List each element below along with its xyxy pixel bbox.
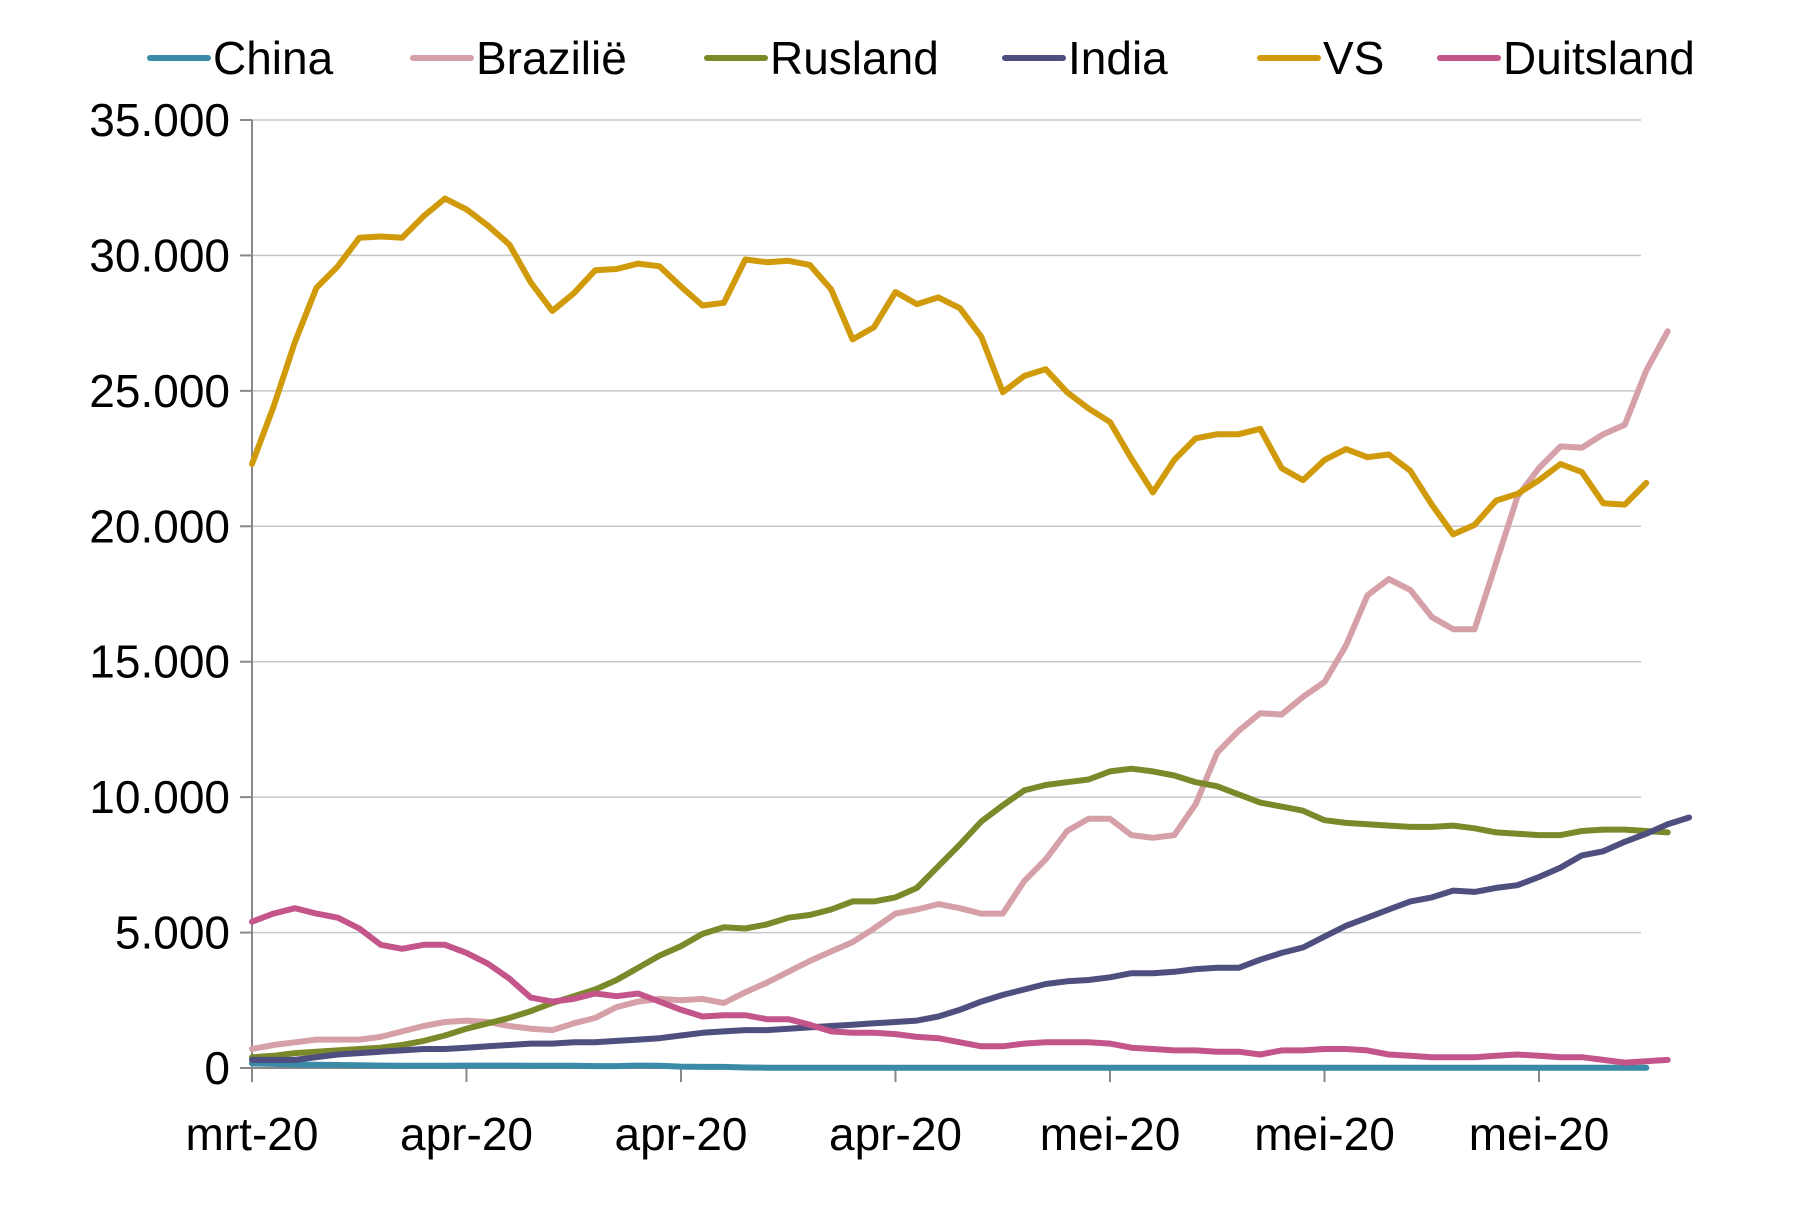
legend-item-brazili-: Brazilië <box>410 32 627 84</box>
series-line-brazili- <box>249 328 1671 1052</box>
y-axis-tick-labels: 0 5.000 10.000 15.000 20.000 25.000 30.000 35.0… <box>89 94 230 1094</box>
legend-item-rusland: Rusland <box>704 32 939 84</box>
legend-label: Duitsland <box>1503 32 1695 84</box>
y-tick-label: 25.000 <box>89 365 230 417</box>
y-tick-label: 5.000 <box>115 907 230 959</box>
legend-label: VS <box>1323 32 1384 84</box>
legend-label: China <box>213 32 334 84</box>
x-tick-label: mei-20 <box>1469 1108 1610 1160</box>
y-tick-label: 20.000 <box>89 500 230 552</box>
series-line-china <box>249 1060 1650 1071</box>
legend-item-duitsland: Duitsland <box>1437 32 1695 84</box>
gridlines <box>252 119 1641 934</box>
x-tick-label: mei-20 <box>1254 1108 1395 1160</box>
legend-item-india: India <box>1002 32 1168 84</box>
series-line-rusland <box>249 765 1671 1061</box>
x-tick-label: mei-20 <box>1040 1108 1181 1160</box>
legend-item-vs: VS <box>1257 32 1384 84</box>
x-tick-label: apr-20 <box>615 1108 748 1160</box>
series-line-india <box>249 814 1693 1063</box>
axes <box>240 119 1641 1082</box>
x-tick-label: apr-20 <box>400 1108 533 1160</box>
y-tick-label: 0 <box>204 1042 230 1094</box>
legend-item-china: China <box>147 32 334 84</box>
x-tick-label: mrt-20 <box>186 1108 319 1160</box>
series-line-duitsland <box>249 905 1671 1066</box>
legend-label: India <box>1068 32 1168 84</box>
series-line-vs <box>249 195 1650 538</box>
x-axis-tick-labels: mrt-20 apr-20 apr-20 apr-20 mei-20 mei-20 mei-… <box>186 1108 1610 1160</box>
x-tick-label: apr-20 <box>829 1108 962 1160</box>
legend-label: Rusland <box>770 32 939 84</box>
y-tick-label: 10.000 <box>89 771 230 823</box>
y-tick-label: 30.000 <box>89 229 230 281</box>
y-tick-label: 35.000 <box>89 94 230 146</box>
y-tick-label: 15.000 <box>89 636 230 688</box>
legend-label: Brazilië <box>476 32 627 84</box>
legend: China Brazilië Rusland India VS Duitsland <box>147 32 1695 84</box>
series-lines <box>249 195 1693 1071</box>
